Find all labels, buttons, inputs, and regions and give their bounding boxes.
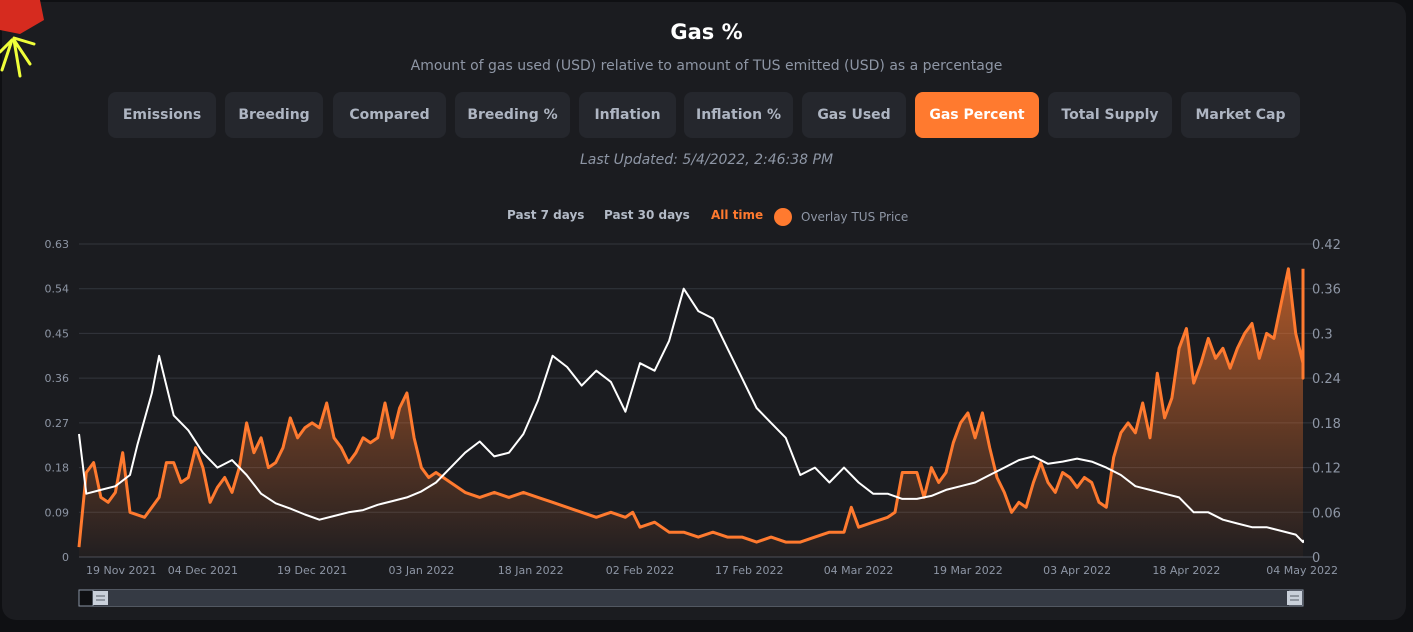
y-left-tick-label: 0.18	[45, 462, 70, 475]
y-left-tick-label: 0.45	[45, 327, 70, 340]
navigator-left-mask	[78, 589, 94, 607]
tab-breeding-percent[interactable]: Breeding %	[455, 92, 570, 138]
range-navigator[interactable]	[78, 589, 1304, 607]
navigator-left-handle[interactable]	[93, 591, 108, 605]
page-title: Gas %	[670, 20, 743, 44]
x-tick-label: 03 Jan 2022	[388, 564, 454, 577]
x-tick-label: 19 Mar 2022	[933, 564, 1003, 577]
range-past-7-days[interactable]: Past 7 days	[507, 208, 585, 222]
x-tick-label: 18 Apr 2022	[1152, 564, 1220, 577]
tab-breeding[interactable]: Breeding	[225, 92, 323, 138]
x-tick-label: 19 Nov 2021	[86, 564, 156, 577]
y-right-tick-label: 0.24	[1312, 372, 1341, 387]
tus-price-line	[78, 287, 1304, 544]
x-tick-label: 04 Mar 2022	[824, 564, 894, 577]
y-left-tick-label: 0.63	[45, 238, 70, 251]
range-all-time[interactable]: All time	[711, 208, 764, 222]
x-tick-label: 04 May 2022	[1266, 564, 1338, 577]
tab-inflation[interactable]: Inflation	[579, 92, 676, 138]
gas-percent-line	[77, 267, 1305, 548]
y-right-tick-label: 0.18	[1312, 417, 1341, 432]
y-right-tick-label: 0	[1312, 551, 1320, 566]
y-left-tick-label: 0.09	[45, 506, 70, 519]
x-tick-label: 02 Feb 2022	[606, 564, 674, 577]
y-right-tick-label: 0.42	[1312, 238, 1341, 253]
y-left-tick-label: 0.36	[45, 372, 70, 385]
tab-gas-percent[interactable]: Gas Percent	[915, 92, 1039, 138]
x-tick-label: 03 Apr 2022	[1043, 564, 1111, 577]
firework-decoration	[0, 0, 44, 78]
y-right-tick-label: 0.3	[1312, 327, 1333, 342]
y-left-tick-label: 0.27	[45, 417, 70, 430]
range-past-30-days[interactable]: Past 30 days	[604, 208, 690, 222]
y-left-tick-label: 0	[62, 551, 69, 564]
tab-gas-used[interactable]: Gas Used	[802, 92, 906, 138]
x-tick-label: 19 Dec 2021	[277, 564, 347, 577]
tab-market-cap[interactable]: Market Cap	[1181, 92, 1300, 138]
y-right-tick-label: 0.06	[1312, 506, 1341, 521]
tab-emissions[interactable]: Emissions	[108, 92, 216, 138]
y-right-tick-label: 0.36	[1312, 283, 1341, 298]
x-tick-label: 17 Feb 2022	[715, 564, 783, 577]
last-updated: Last Updated: 5/4/2022, 2:46:38 PM	[579, 152, 834, 168]
y-left-tick-label: 0.54	[45, 283, 70, 296]
overlay-tus-price-label: Overlay TUS Price	[801, 210, 909, 224]
tab-total-supply[interactable]: Total Supply	[1048, 92, 1172, 138]
y-right-tick-label: 0.12	[1312, 462, 1341, 477]
tab-compared[interactable]: Compared	[333, 92, 446, 138]
x-tick-label: 18 Jan 2022	[498, 564, 564, 577]
time-range-selector: Past 7 days Past 30 days All time Overla…	[0, 208, 1413, 228]
toggle-dot-icon	[774, 208, 792, 226]
tab-inflation-percent[interactable]: Inflation %	[684, 92, 793, 138]
gas-percent-area	[79, 268, 1303, 557]
page-subtitle: Amount of gas used (USD) relative to amo…	[410, 58, 1003, 74]
navigator-right-handle[interactable]	[1287, 591, 1302, 605]
overlay-tus-price-toggle[interactable]: Overlay TUS Price	[774, 208, 908, 226]
x-tick-label: 04 Dec 2021	[168, 564, 238, 577]
